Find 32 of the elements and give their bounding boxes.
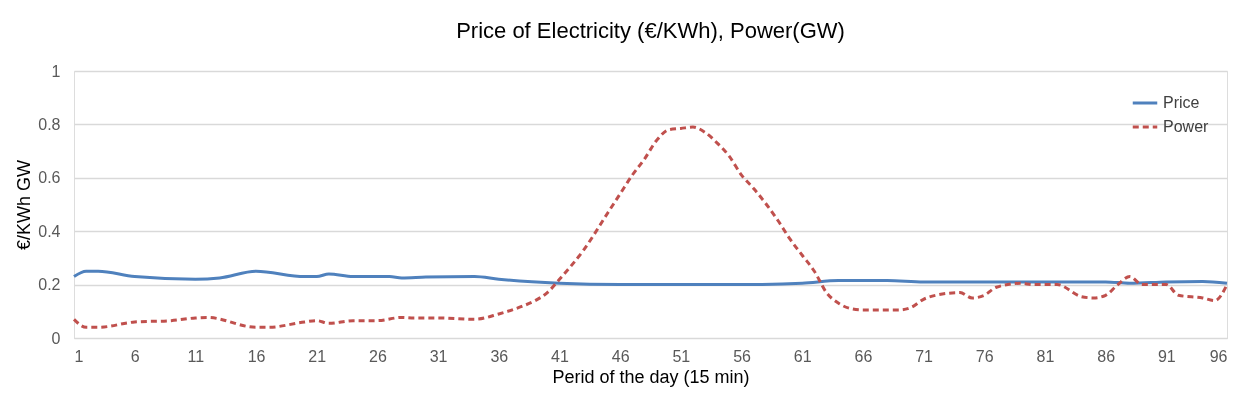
- x-tick-label: 36: [490, 347, 509, 365]
- x-tick-label: 1: [74, 347, 84, 365]
- y-axis-title: €/KWh GW: [14, 159, 35, 251]
- legend-label: Power: [1163, 118, 1210, 135]
- x-tick-label: 86: [1097, 347, 1116, 365]
- line-series: [72, 269, 1229, 287]
- x-tick-label: 26: [369, 347, 387, 365]
- x-tick-label: 66: [854, 347, 873, 365]
- y-tick-label: 0.6: [38, 169, 61, 187]
- x-tick-label: 81: [1036, 347, 1055, 365]
- x-tick-label: 41: [551, 347, 569, 365]
- y-tick-label: 1: [51, 62, 61, 80]
- x-tick-label: 46: [611, 347, 630, 365]
- x-tick-label: 76: [975, 347, 994, 365]
- x-tick-label: 11: [187, 347, 205, 365]
- x-tick-label: 71: [915, 347, 934, 365]
- x-tick-label: 51: [672, 347, 691, 365]
- x-tick-label: 16: [247, 347, 266, 365]
- x-axis-title: Perid of the day (15 min): [552, 366, 750, 387]
- legend-label: Price: [1163, 94, 1200, 111]
- y-tick-label: 0.4: [38, 222, 61, 240]
- x-tick-label: 31: [429, 347, 448, 365]
- x-tick-label: 56: [733, 347, 752, 365]
- x-tick-label: 96: [1209, 347, 1228, 365]
- y-tick-label: 0.2: [38, 276, 61, 294]
- y-tick-label: 0: [51, 329, 61, 347]
- x-tick-label: 21: [308, 347, 327, 365]
- y-tick-label: 0.8: [38, 115, 61, 133]
- x-tick-label: 61: [793, 347, 812, 365]
- x-tick-label: 91: [1157, 347, 1176, 365]
- chart-title: Price of Electricity (€/KWh), Power(GW): [456, 18, 845, 43]
- x-tick-label: 6: [130, 347, 140, 365]
